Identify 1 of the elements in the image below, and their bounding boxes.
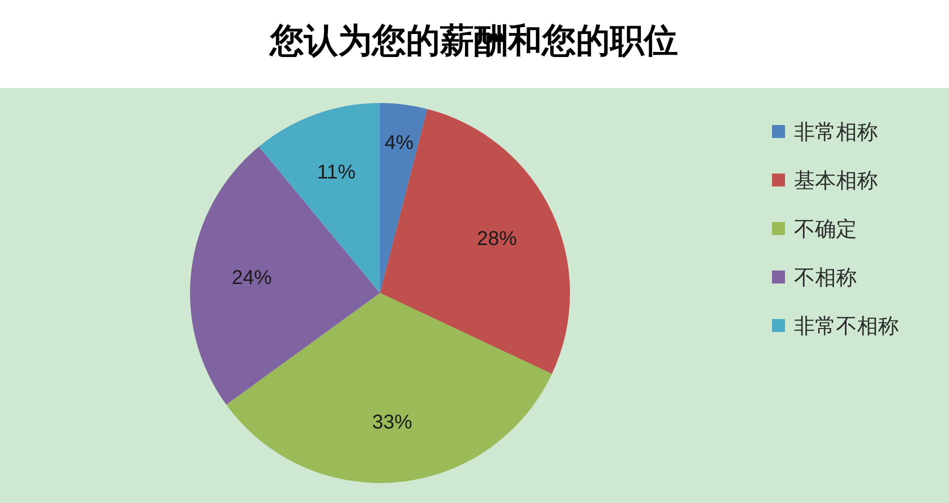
title: 您认为您的薪酬和您的职位 — [270, 22, 678, 60]
